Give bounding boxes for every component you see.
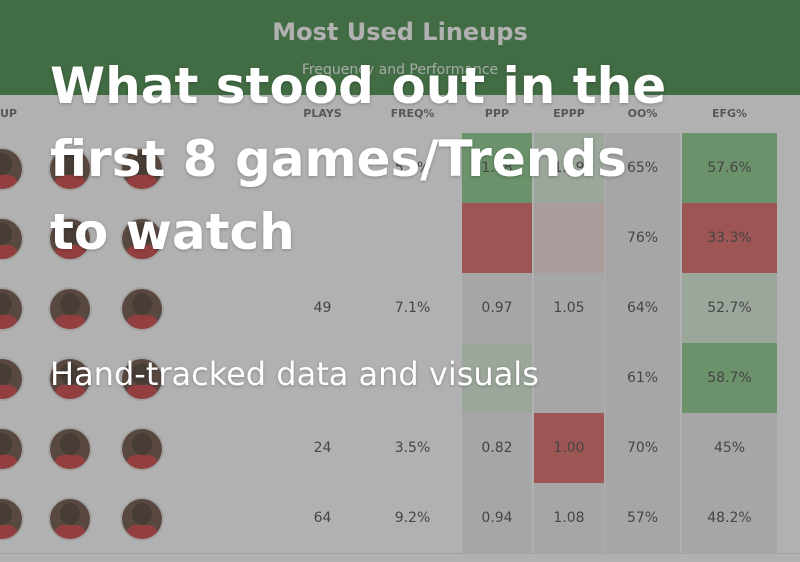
cell-eppp: 1.05	[534, 273, 604, 343]
player-avatar	[48, 147, 92, 191]
subheadline: Hand-tracked data and visuals	[50, 355, 539, 393]
cell-ppp: 1.18	[462, 133, 532, 203]
headline: What stood out in the first 8 games/Tren…	[50, 57, 667, 261]
cell-oo: 70%	[605, 413, 680, 483]
cell-eppp: 1.08	[534, 483, 604, 553]
table-row: 76% 33.3%	[0, 203, 800, 274]
column-header-row: UP PLAYS FREQ% PPP EPPP OO% EFG%	[0, 95, 800, 134]
cell-efg: 48.2%	[682, 483, 777, 553]
cell-plays: 24	[313, 440, 332, 456]
player-avatar	[120, 497, 164, 541]
cell-freq: 5.6%	[394, 160, 431, 176]
col-head-freq: FREQ%	[390, 107, 435, 120]
cell-efg: 58.7%	[682, 343, 777, 413]
cell-ppp: 0.97	[462, 273, 532, 343]
cell-eppp: 1.19	[534, 133, 604, 203]
cell-efg: 52.7%	[682, 273, 777, 343]
cell-eppp: 1.00	[534, 413, 604, 483]
cell-plays: 49	[313, 300, 332, 316]
col-head-eppp: EPPP	[553, 107, 585, 120]
player-avatar	[120, 147, 164, 191]
player-avatar	[120, 357, 164, 401]
col-head-ppp: PPP	[484, 107, 510, 120]
cell-oo: 57%	[605, 483, 680, 553]
player-avatar	[48, 427, 92, 471]
table-row: 24 3.5% 0.82 1.00 70% 45%	[0, 413, 800, 484]
cell-oo: 76%	[605, 203, 680, 273]
cell-ppp: 0.82	[462, 413, 532, 483]
table-row: 49 7.1% 0.97 1.05 64% 52.7%	[0, 273, 800, 344]
player-avatar	[48, 497, 92, 541]
cell-freq: 7.1%	[394, 300, 431, 316]
cell-freq: 3.5%	[394, 440, 431, 456]
player-avatar	[48, 357, 92, 401]
cell-ppp	[462, 343, 532, 413]
player-avatar	[120, 427, 164, 471]
player-avatar	[48, 217, 92, 261]
cell-ppp: 0.94	[462, 483, 532, 553]
cell-efg: 33.3%	[682, 203, 777, 273]
table-row: 64 9.2% 0.94 1.08 57% 48.2%	[0, 483, 800, 554]
cell-freq: 9.2%	[394, 510, 431, 526]
cell-oo: 65%	[605, 133, 680, 203]
cell-plays: 64	[313, 510, 332, 526]
cell-efg: 57.6%	[682, 133, 777, 203]
col-head-lineup: UP	[0, 107, 17, 120]
col-head-efg: EFG%	[711, 107, 748, 120]
cell-eppp	[534, 343, 604, 413]
cell-oo: 61%	[605, 343, 680, 413]
table-header-band: Most Used Lineups Frequency and Performa…	[0, 0, 800, 95]
col-head-oo: OO%	[627, 107, 658, 120]
player-avatar	[120, 217, 164, 261]
player-avatar	[120, 287, 164, 331]
table-title: Most Used Lineups	[272, 18, 528, 46]
cell-oo: 64%	[605, 273, 680, 343]
cell-ppp	[462, 203, 532, 273]
player-avatar	[48, 287, 92, 331]
cell-eppp	[534, 203, 604, 273]
col-head-plays: PLAYS	[303, 107, 342, 120]
table-subtitle: Frequency and Performance	[301, 62, 499, 78]
cell-efg: 45%	[682, 413, 777, 483]
table-row: 5.6% 1.18 1.19 65% 57.6%	[0, 133, 800, 204]
